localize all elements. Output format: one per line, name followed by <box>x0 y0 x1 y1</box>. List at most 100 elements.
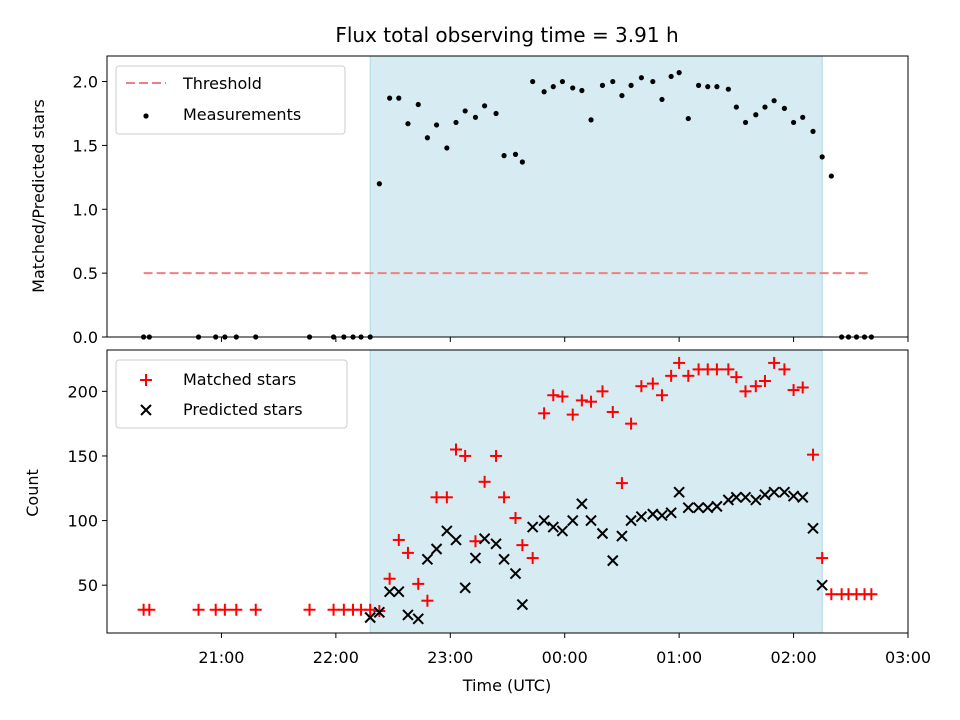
count-y-tick-label: 150 <box>67 447 98 466</box>
matched-star-point <box>635 380 648 393</box>
predicted-star-point <box>498 553 510 566</box>
measurement-point <box>659 96 665 103</box>
measurement-point <box>519 159 525 165</box>
measurement-point <box>424 135 430 141</box>
predicted-star-point <box>692 501 705 514</box>
ratio-panel-shaded-span <box>369 55 823 338</box>
count-y-tick-label: 50 <box>78 576 98 595</box>
measurement-point <box>579 87 585 94</box>
measurement-point <box>493 110 499 117</box>
measurement-point <box>762 104 768 110</box>
measurement-point <box>771 98 777 104</box>
ratio-y-tick-label: 1.5 <box>73 136 98 155</box>
count-panel-frame <box>106 349 909 634</box>
predicted-star-point <box>647 508 659 520</box>
predicted-star-point <box>469 552 482 564</box>
predicted-star-point <box>412 613 424 625</box>
measurement-point <box>800 114 806 120</box>
ratio-y-tick-label: 2.0 <box>73 73 98 92</box>
count-y-tick-label: 100 <box>67 512 98 531</box>
predicted-star-point <box>682 501 695 514</box>
predicted-star-point <box>787 490 800 502</box>
measurement-point <box>742 119 749 126</box>
predicted-star-point <box>490 538 502 550</box>
matched-star-point <box>768 356 781 369</box>
measurement-point <box>685 115 691 122</box>
predicted-star-point <box>816 579 828 591</box>
matched-star-point <box>722 363 735 376</box>
matched-star-point <box>615 477 628 490</box>
measurement-point <box>588 117 594 123</box>
matched-star-point <box>566 408 579 421</box>
measurement-point <box>559 78 566 85</box>
matched-star-point <box>625 417 638 430</box>
x-tick-label: 03:00 <box>885 648 931 667</box>
count-panel: 50 100 150 200 21:00 22:00 23:00 00:00 01:00 02:… <box>23 349 931 695</box>
matched-legend-swatch <box>140 374 152 386</box>
matched-star-point <box>665 369 678 382</box>
predicted-star-point <box>373 606 386 619</box>
x-tick-label: 21:00 <box>198 648 244 667</box>
x-axis-label: Time (UTC) <box>462 676 551 695</box>
matched-star-point <box>509 511 522 524</box>
predicted-star-point <box>459 582 471 594</box>
predicted-star-point <box>673 486 685 498</box>
matched-star-point <box>490 449 503 462</box>
x-tick-label: 02:00 <box>771 648 817 667</box>
predicted-star-point <box>807 522 819 535</box>
measurement-point <box>462 108 468 114</box>
predicted-stars-points <box>364 486 828 625</box>
matched-star-point <box>364 603 377 616</box>
measurement-point <box>619 92 625 99</box>
matched-star-point <box>192 603 205 616</box>
measurement-point <box>650 78 656 85</box>
predicted-star-point <box>730 491 743 504</box>
count-panel-shaded-span <box>369 349 823 634</box>
predicted-star-point <box>567 514 579 527</box>
predicted-star-point <box>739 491 752 504</box>
measurement-point <box>714 84 720 90</box>
matched-legend-label: Matched stars <box>183 370 296 389</box>
predicted-star-point <box>702 501 714 514</box>
measurement-point <box>599 82 606 88</box>
count-legend-box <box>115 359 348 429</box>
matched-star-point <box>865 588 878 601</box>
matched-star-point <box>807 448 820 461</box>
measurement-point <box>482 103 488 109</box>
count-y-tick-label: 200 <box>67 382 98 401</box>
chart-title: Flux total observing time = 3.91 h <box>335 23 678 47</box>
measurements-legend-label: Measurements <box>183 105 301 124</box>
measurement-point <box>396 95 402 101</box>
measurement-point <box>501 153 507 159</box>
matched-star-point <box>526 552 539 565</box>
matched-star-point <box>556 390 569 403</box>
matched-star-point <box>516 539 529 552</box>
matched-star-point <box>450 443 463 456</box>
matched-star-point <box>575 394 588 407</box>
predicted-star-point <box>711 500 723 513</box>
count-legend: Matched stars Predicted stars <box>115 359 348 429</box>
matched-stars-points <box>137 356 878 618</box>
measurements-legend-swatch <box>143 113 149 119</box>
ratio-x-ticks <box>220 337 909 342</box>
x-tick-label: 01:00 <box>656 648 702 667</box>
measurement-point <box>541 89 547 95</box>
measurement-points <box>141 70 874 340</box>
matched-star-point <box>596 385 609 398</box>
matched-star-point <box>796 381 809 394</box>
measurement-point <box>733 104 739 110</box>
matched-star-point <box>392 533 405 546</box>
matched-star-point <box>383 572 396 585</box>
matched-star-point <box>230 603 243 616</box>
measurement-point <box>530 78 536 85</box>
predicted-star-point <box>596 527 609 540</box>
measurement-point <box>790 119 797 126</box>
matched-star-point <box>440 491 453 504</box>
measurement-point <box>550 84 556 90</box>
measurement-point <box>610 78 616 85</box>
count-y-ticks: 50 100 150 200 <box>67 382 107 595</box>
matched-star-point <box>547 389 560 402</box>
matched-star-point <box>710 363 723 376</box>
matched-star-point <box>673 356 686 369</box>
